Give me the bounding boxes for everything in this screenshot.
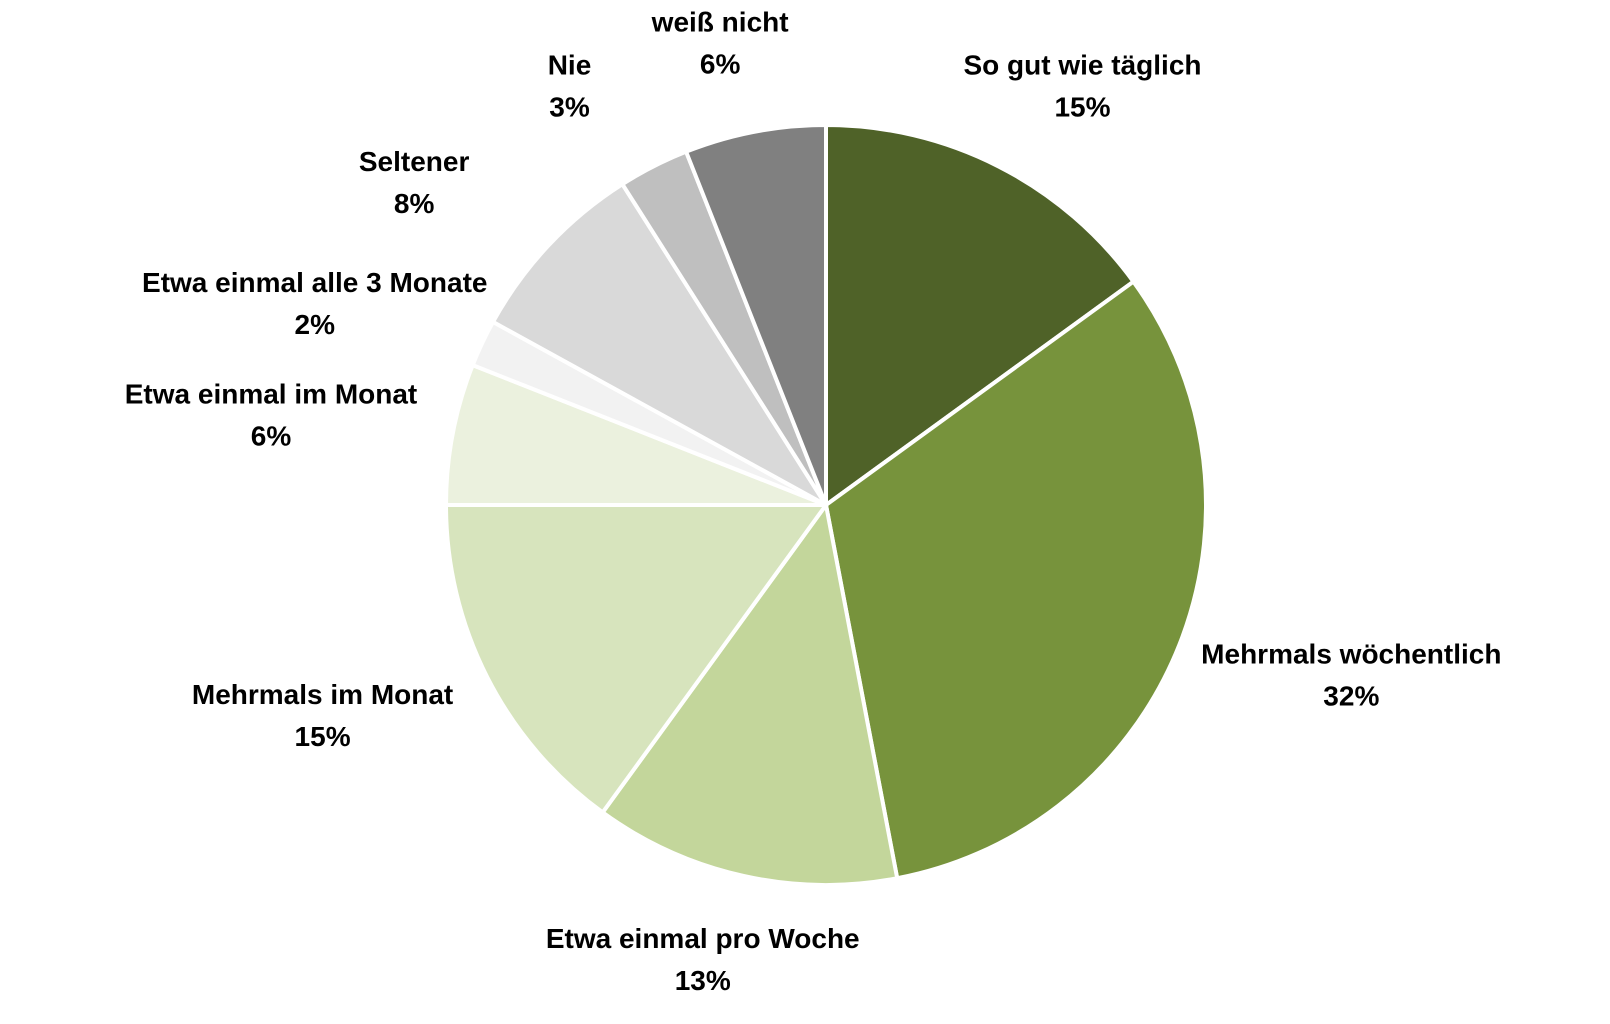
pie-slice [683,122,828,506]
slice-value-label: 3% [549,91,590,122]
slice-label: Seltener [359,146,470,177]
pie-slice [599,500,900,887]
slice-value-label: 8% [394,188,435,219]
slice-label: Mehrmals im Monat [192,679,453,710]
slice-label: Etwa einmal im Monat [125,379,418,410]
slice-value-label: 2% [295,309,336,340]
slice-label: Etwa einmal pro Woche [546,923,860,954]
slice-value-label: 6% [251,421,292,452]
slice-label: Mehrmals wöchentlich [1201,639,1501,670]
pie-slice [824,122,1137,509]
pie-slice [443,503,830,816]
slice-value-label: 15% [1054,91,1110,122]
slice-value-label: 13% [675,965,731,996]
pie-slice [823,278,1209,881]
slice-value-label: 15% [295,721,351,752]
slice-label: So gut wie täglich [963,49,1201,80]
slice-value-label: 6% [700,49,741,80]
pie-slice [443,362,827,507]
slice-label: Etwa einmal alle 3 Monate [142,267,487,298]
pie-slice [490,181,828,507]
slice-value-label: 32% [1323,681,1379,712]
slice-label: Nie [548,49,592,80]
slice-label: weiß nicht [651,7,789,38]
